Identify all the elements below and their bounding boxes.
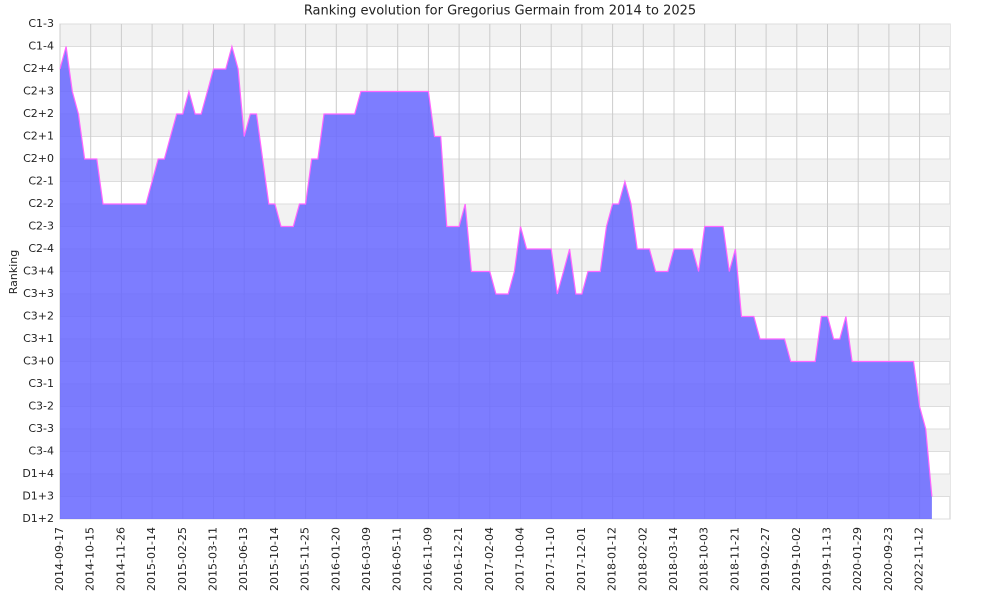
x-tick-label: 2014-11-26 <box>114 527 127 591</box>
y-tick-label: D1+2 <box>22 512 54 525</box>
y-tick-label: C2+2 <box>23 107 54 120</box>
y-tick-label: C2+1 <box>23 130 54 143</box>
x-tick-label: 2015-03-11 <box>207 527 220 591</box>
x-tick-label: 2019-10-02 <box>790 527 803 591</box>
x-tick-label: 2018-01-12 <box>606 527 619 591</box>
x-tick-label: 2015-11-25 <box>299 527 312 591</box>
y-tick-label: C2+0 <box>23 152 54 165</box>
x-tick-label: 2015-10-14 <box>268 527 281 591</box>
y-tick-label: C2-3 <box>28 220 54 233</box>
x-tick-label: 2016-11-09 <box>421 527 434 591</box>
x-tick-label: 2017-11-10 <box>544 527 557 591</box>
y-tick-label: C3-2 <box>28 400 54 413</box>
x-tick-label: 2016-05-11 <box>391 527 404 591</box>
grid-band <box>60 24 950 47</box>
x-tick-label: 2020-09-23 <box>882 527 895 591</box>
x-tick-label: 2018-11-21 <box>728 527 741 591</box>
x-tick-label: 2017-02-04 <box>483 527 496 591</box>
y-tick-label: D1+3 <box>22 490 54 503</box>
x-tick-label: 2018-02-02 <box>636 527 649 591</box>
y-tick-label: C1-4 <box>28 40 54 53</box>
y-tick-label: C2-2 <box>28 197 54 210</box>
x-tick-label: 2019-02-27 <box>759 527 772 591</box>
grid-band <box>60 204 950 227</box>
x-tick-label: 2016-01-20 <box>329 527 342 591</box>
y-tick-label: C3+4 <box>23 265 54 278</box>
x-tick-label: 2018-03-14 <box>667 527 680 591</box>
grid-band <box>60 114 950 137</box>
x-tick-label: 2018-10-03 <box>698 527 711 591</box>
y-tick-label: C3+1 <box>23 332 54 345</box>
y-tick-label: C1-3 <box>28 17 54 30</box>
grid-band <box>60 69 950 92</box>
y-tick-label: C3-1 <box>28 377 54 390</box>
x-tick-label: 2015-01-14 <box>145 527 158 591</box>
x-tick-label: 2020-01-29 <box>851 527 864 591</box>
x-tick-label: 2017-10-04 <box>514 527 527 591</box>
grid-band <box>60 159 950 182</box>
x-tick-label: 2014-09-17 <box>53 527 66 591</box>
x-tick-label: 2016-03-09 <box>360 527 373 591</box>
x-tick-label: 2019-11-13 <box>821 527 834 591</box>
x-tick-label: 2015-06-13 <box>237 527 250 591</box>
y-tick-label: C3-3 <box>28 422 54 435</box>
area-fill <box>60 46 932 519</box>
line <box>59 44 933 497</box>
x-tick-label: 2017-12-01 <box>575 527 588 591</box>
x-tick-label: 2015-02-25 <box>176 527 189 591</box>
y-tick-label: C3-4 <box>28 445 54 458</box>
y-tick-label: C2+4 <box>23 62 54 75</box>
y-tick-label: D1+4 <box>22 467 54 480</box>
x-tick-label: 2014-10-15 <box>84 527 97 591</box>
y-tick-label: C2+3 <box>23 85 54 98</box>
x-tick-label: 2016-12-21 <box>452 527 465 591</box>
y-tick-label: C3+2 <box>23 310 54 323</box>
y-axis-label: Ranking <box>7 250 20 295</box>
y-tick-label: C2-1 <box>28 175 54 188</box>
x-tick-label: 2022-11-12 <box>913 527 926 591</box>
y-tick-label: C3+0 <box>23 355 54 368</box>
chart-title: Ranking evolution for Gregorius Germain … <box>304 4 696 19</box>
y-tick-label: C2-4 <box>28 242 54 255</box>
y-tick-label: C3+3 <box>23 287 54 300</box>
